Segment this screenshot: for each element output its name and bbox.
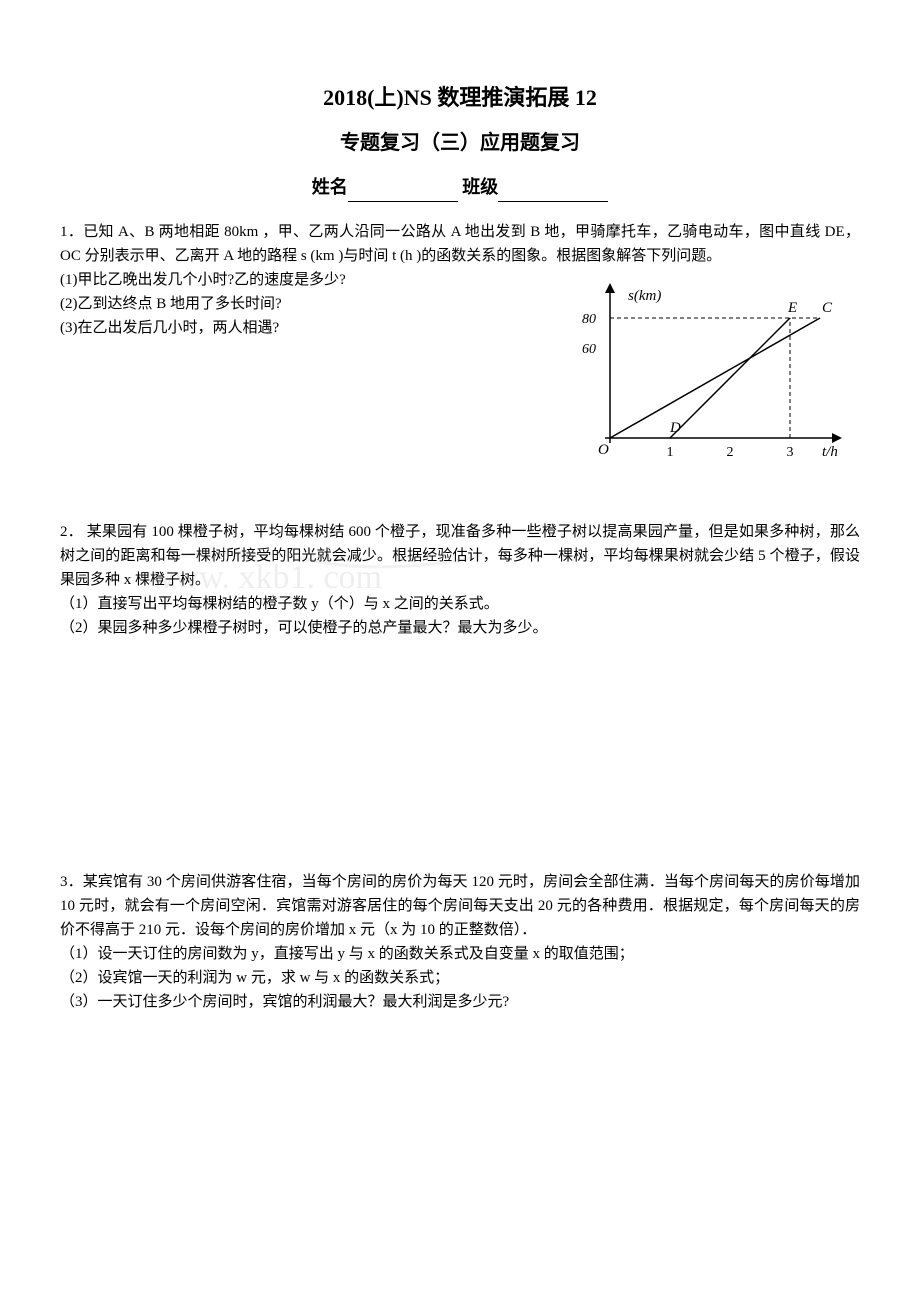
svg-text:s(km): s(km) bbox=[628, 288, 661, 304]
svg-text:O: O bbox=[598, 442, 609, 458]
problem-1: 1．已知 A、B 两地相距 80km ，甲、乙两人沿同一公路从 A 地出发到 B… bbox=[60, 220, 860, 340]
q2-sub1: （1）直接写出平均每棵树结的橙子数 y（个）与 x 之间的关系式。 bbox=[60, 592, 860, 616]
svg-text:C: C bbox=[822, 300, 833, 316]
doc-title: 2018(上)NS 数理推演拓展 12 bbox=[60, 80, 860, 115]
problem-2: 2． 某果园有 100 棵橙子树，平均每棵树结 600 个橙子，现准备多种一些橙… bbox=[60, 520, 860, 640]
name-label: 姓名 bbox=[312, 177, 348, 197]
doc-subtitle: 专题复习（三）应用题复习 bbox=[60, 127, 860, 159]
class-label: 班级 bbox=[462, 177, 498, 197]
q3-stem: 3．某宾馆有 30 个房间供游客住宿，当每个房间的房价为每天 120 元时，房间… bbox=[60, 870, 860, 942]
q1-stem: 1．已知 A、B 两地相距 80km ，甲、乙两人沿同一公路从 A 地出发到 B… bbox=[60, 220, 860, 268]
class-blank[interactable] bbox=[498, 181, 608, 202]
svg-text:E: E bbox=[787, 300, 797, 316]
q3-sub3: （3）一天订住多少个房间时，宾馆的利润最大？最大利润是多少元? bbox=[60, 990, 860, 1014]
name-blank[interactable] bbox=[348, 181, 458, 202]
q1-graph: 80 60 1 2 3 s(km) t/h E C D O bbox=[570, 278, 850, 476]
problem-3: 3．某宾馆有 30 个房间供游客住宿，当每个房间的房价为每天 120 元时，房间… bbox=[60, 870, 860, 1014]
svg-text:80: 80 bbox=[582, 312, 596, 327]
svg-text:D: D bbox=[669, 420, 681, 436]
svg-text:3: 3 bbox=[787, 445, 794, 460]
svg-text:2: 2 bbox=[727, 445, 734, 460]
distance-time-graph: 80 60 1 2 3 s(km) t/h E C D O bbox=[570, 278, 850, 468]
svg-text:t/h: t/h bbox=[822, 444, 838, 460]
q3-sub2: （2）设宾馆一天的利润为 w 元，求 w 与 x 的函数关系式； bbox=[60, 966, 860, 990]
svg-text:60: 60 bbox=[582, 342, 596, 357]
svg-text:1: 1 bbox=[667, 445, 674, 460]
q2-stem: 2． 某果园有 100 棵橙子树，平均每棵树结 600 个橙子，现准备多种一些橙… bbox=[60, 520, 860, 592]
q2-sub2: （2）果园多种多少棵橙子树时，可以使橙子的总产量最大？最大为多少。 bbox=[60, 616, 860, 640]
name-class-line: 姓名 班级 bbox=[60, 173, 860, 202]
q3-sub1: （1）设一天订住的房间数为 y，直接写出 y 与 x 的函数关系式及自变量 x … bbox=[60, 942, 860, 966]
